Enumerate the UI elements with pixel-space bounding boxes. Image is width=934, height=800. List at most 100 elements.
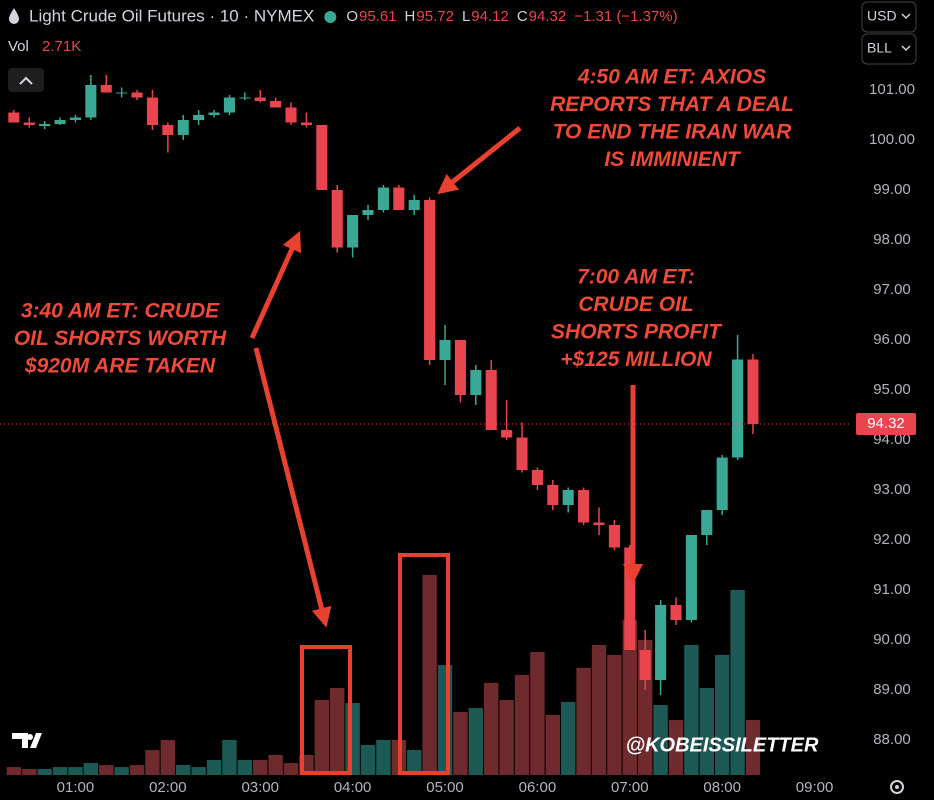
candle-body [177,120,189,135]
volume-bar [52,767,68,775]
candle-body [624,547,636,650]
candle-body [8,112,20,123]
annotation-line: 7:00 AM ET: [577,266,695,289]
volume-bar [668,720,684,775]
volume-bar [530,652,545,775]
volume-bar [160,739,176,775]
volume-value: 2.71K [42,38,81,55]
y-tick-label: 90.00 [873,631,911,648]
candle-body [578,490,590,523]
unit-button[interactable] [861,33,917,65]
volume-bar [622,620,637,775]
volume-bar [330,687,345,775]
candle-body [285,107,297,123]
legend-value: 94.32 [529,8,567,25]
volume-bar [283,763,299,775]
unit-label: BLL [867,40,892,56]
candle-body [23,122,35,125]
candle-body [300,122,312,125]
legend-change: −1.31 (−1.37%) [574,8,677,25]
currency-label: USD [867,8,897,24]
candle-body [208,112,220,115]
candle-body [670,605,682,620]
y-tick-label: 100.00 [869,131,915,148]
volume-bar [253,759,268,775]
y-tick-label: 99.00 [873,181,911,198]
candle-body [39,124,51,126]
collapse-button[interactable] [8,68,44,92]
candle-body [254,97,266,101]
candle-body [608,525,620,548]
y-tick-label: 94.00 [873,431,911,448]
droplet-icon [9,8,19,24]
volume-bar [6,767,22,775]
volume-bar [99,765,114,775]
volume-bar [514,674,530,775]
annotation-line: CRUDE OIL [578,293,694,316]
y-tick-label: 98.00 [873,231,911,248]
chevron-icon [19,76,33,85]
candle-body [501,430,513,438]
volume-bar [699,687,714,775]
settings-icon[interactable] [890,780,904,794]
legend-value: 95.72 [416,8,454,25]
legend-key: L [462,8,470,25]
volume-bar [222,739,237,775]
volume-bar [191,767,206,775]
annotation-line: TO END THE IRAN WAR [553,121,793,144]
candle-body [454,340,466,395]
tradingview-logo [12,733,42,748]
watermark: @KOBEISSILETTER [626,734,819,756]
x-tick-label: 07:00 [611,779,649,796]
x-tick-label: 04:00 [334,779,372,796]
volume-bar [730,589,745,775]
candle-body [439,340,451,360]
tradingview-logo-dot [27,734,33,740]
status-dot [324,11,337,23]
y-tick-label: 92.00 [873,531,911,548]
highlight-box [300,645,352,775]
volume-bar [484,682,499,775]
volume-bar [176,765,191,775]
legend-key: O [346,8,358,25]
candle-body [639,650,651,680]
volume-bar [268,754,283,775]
candle-body [547,485,559,505]
dropdown-icon [901,13,911,20]
chart-title: Light Crude Oil Futures · 10 · NYMEX [29,6,314,25]
volume-bar [237,759,253,775]
candle-body [732,359,744,458]
volume-bar [437,665,453,775]
volume-bar [468,708,484,775]
volume-bar [37,768,52,775]
candle-body [393,187,405,210]
candle-body [485,370,497,430]
volume-bar [653,705,668,775]
settings-icon-center [895,785,899,789]
candle-body [408,200,420,210]
candle-body [562,490,574,505]
volume-bar [499,699,514,775]
annotations: 4:50 AM ET: AXIOS REPORTS THAT A DEAL TO E… [14,66,794,378]
candle-body [655,605,667,680]
volume-bar [145,750,160,775]
volume-bar [561,701,576,775]
candle-body [685,535,697,620]
volume-bar [345,702,360,775]
candle-body [100,85,112,93]
volume-bar [114,767,129,775]
legend-key: H [405,8,416,25]
volume-bar [360,744,376,775]
volume-bar [314,699,330,775]
annotation-line: $920M ARE TAKEN [24,355,216,378]
candle-body [116,92,128,94]
x-tick-label: 02:00 [149,779,187,796]
candle-body [223,97,235,113]
annotation-line: 4:50 AM ET: AXIOS [577,66,766,89]
currency-button[interactable] [861,1,917,33]
volume-bar [607,654,622,775]
candle-body [362,210,374,215]
volume-bar [206,759,222,775]
